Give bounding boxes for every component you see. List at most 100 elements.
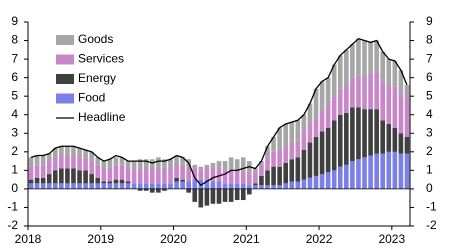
bar-segment xyxy=(210,181,216,189)
bar-segment xyxy=(210,168,216,182)
bar-segment xyxy=(313,118,319,137)
legend-swatch xyxy=(56,35,74,45)
legend-swatch xyxy=(56,54,74,65)
bar-segment xyxy=(71,146,76,156)
bar-segment xyxy=(186,168,191,182)
bar-segment xyxy=(253,183,258,186)
bar-segment xyxy=(374,40,379,73)
bar-segment xyxy=(289,181,295,189)
y2-tick-label: -2 xyxy=(426,218,437,232)
bar-segment xyxy=(404,98,410,137)
bar-segment xyxy=(307,177,313,189)
bar-segment xyxy=(344,164,349,189)
bar-segment xyxy=(277,166,282,186)
bar-segment xyxy=(143,188,149,191)
bar-segment xyxy=(222,170,228,184)
x-tick-label: 2022 xyxy=(306,232,333,246)
bar-segment xyxy=(313,88,319,119)
bar-segment xyxy=(380,81,386,121)
bar-segment xyxy=(131,161,137,171)
bar-segment xyxy=(52,183,58,189)
bar-segment xyxy=(228,170,234,184)
bar-segment xyxy=(59,155,64,169)
bar-segment xyxy=(28,179,34,184)
bar-segment xyxy=(119,157,125,165)
bar-segment xyxy=(210,162,216,169)
bar-segment xyxy=(325,172,331,189)
bar-segment xyxy=(307,103,313,124)
bar-segment xyxy=(374,72,379,110)
bar-segment xyxy=(125,168,131,182)
bar-segment xyxy=(131,183,137,189)
bar-segment xyxy=(186,181,191,189)
bar-segment xyxy=(40,155,46,165)
bar-segment xyxy=(283,124,289,147)
bar-segment xyxy=(59,168,64,184)
bar-segment xyxy=(259,185,264,189)
bar-segment xyxy=(325,127,331,173)
bar-segment xyxy=(386,151,392,189)
bar-segment xyxy=(362,157,367,189)
bar-segment xyxy=(265,170,270,186)
bar-segment xyxy=(113,164,119,180)
bar-segment xyxy=(374,109,379,154)
bar-segment xyxy=(77,183,82,189)
bar-segment xyxy=(344,49,349,86)
legend-label: Headline xyxy=(78,110,126,124)
bar-segment xyxy=(265,157,270,171)
bar-segment xyxy=(362,40,367,76)
bar-segment xyxy=(283,162,289,184)
bar-segment xyxy=(222,188,228,202)
bar-segment xyxy=(331,120,337,171)
legend-swatch xyxy=(56,74,74,84)
bar-segment xyxy=(180,157,185,165)
bar-segment xyxy=(101,168,107,182)
y2-tick-label: 1 xyxy=(426,163,433,177)
bar-segment xyxy=(149,183,155,189)
bar-segment xyxy=(398,94,404,134)
bar-segment xyxy=(40,177,46,184)
bar-segment xyxy=(374,153,379,189)
bar-segment xyxy=(234,170,240,184)
bar-segment xyxy=(331,96,337,121)
bar-segment xyxy=(46,174,52,184)
bar-segment xyxy=(307,142,313,178)
bar-segment xyxy=(125,181,131,184)
bar-segment xyxy=(143,168,149,184)
x-tick-label: 2019 xyxy=(87,232,114,246)
bar-segment xyxy=(77,148,82,158)
y2-tick-label: 5 xyxy=(426,88,433,102)
bar-segment xyxy=(101,161,107,169)
bar-segment xyxy=(344,85,349,113)
bar-segment xyxy=(265,185,270,189)
bar-segment xyxy=(325,77,331,106)
x-tick-label: 2018 xyxy=(15,232,42,246)
bar-segment xyxy=(137,159,143,169)
bar-segment xyxy=(313,136,319,176)
bar-segment xyxy=(192,168,198,180)
bar-segment xyxy=(247,174,252,186)
bar-segment xyxy=(380,120,386,154)
bar-segment xyxy=(46,183,52,189)
bar-segment xyxy=(131,170,137,184)
bar-segment xyxy=(149,168,155,184)
x-tick-label: 2021 xyxy=(233,232,260,246)
bar-segment xyxy=(162,159,167,169)
bar-segment xyxy=(289,159,295,182)
bar-segment xyxy=(380,51,386,82)
bar-segment xyxy=(192,179,198,189)
bar-segment xyxy=(174,162,179,178)
y-tick-label: 0 xyxy=(11,181,18,195)
y-tick-label: -1 xyxy=(7,200,18,214)
bar-segment xyxy=(228,188,234,202)
bar-segment xyxy=(180,179,185,182)
legend-label: Goods xyxy=(78,32,113,46)
bar-segment xyxy=(204,168,210,180)
bar-segment xyxy=(368,42,373,74)
bar-segment xyxy=(295,140,301,158)
bar-segment xyxy=(59,146,64,156)
y-tick-label: 3 xyxy=(11,125,18,139)
bar-segment xyxy=(180,164,185,180)
bar-segment xyxy=(83,157,88,171)
